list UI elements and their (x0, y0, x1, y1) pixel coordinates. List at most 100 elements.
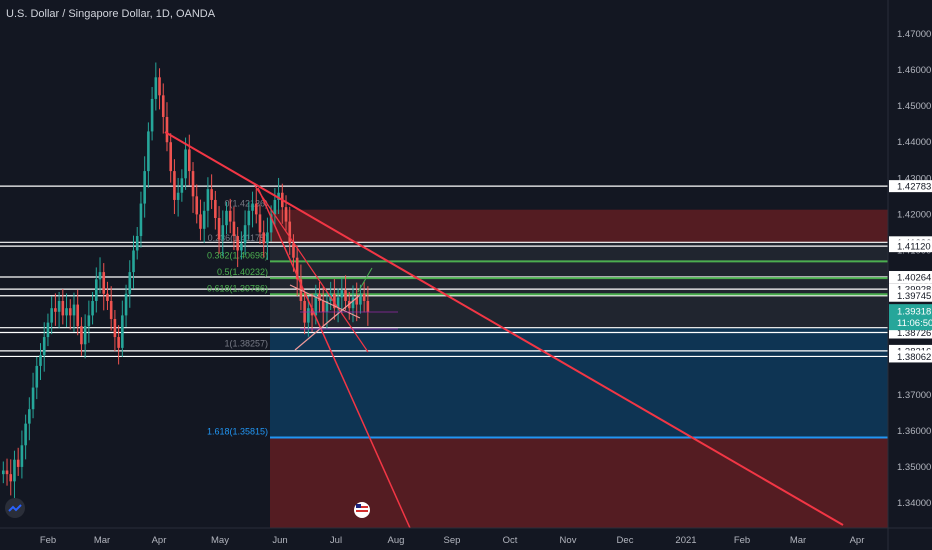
y-tick-label: 1.44000 (897, 137, 931, 148)
candle-body (333, 293, 336, 309)
candle (9, 459, 13, 496)
candle (80, 317, 83, 356)
candle-body (240, 243, 243, 251)
candle-body (24, 423, 27, 446)
candle (254, 188, 258, 224)
candle (240, 231, 243, 260)
candle (184, 137, 187, 190)
candle-body (169, 142, 172, 172)
candle-body (336, 297, 340, 309)
candle-body (295, 257, 299, 280)
candle-body (102, 272, 106, 294)
y-tick-label: 1.36000 (897, 426, 931, 437)
candle (135, 227, 139, 260)
candle-body (325, 300, 329, 312)
candle-body (46, 322, 50, 338)
candle-body (366, 300, 370, 312)
candle-body (344, 290, 347, 301)
candle (139, 191, 143, 248)
candle-body (65, 308, 68, 316)
candle (158, 68, 161, 110)
candle-body (161, 95, 165, 117)
candle-body (202, 210, 206, 229)
us-flag-stripe (356, 506, 368, 508)
x-tick-label: Sep (444, 535, 461, 546)
candle-body (199, 214, 202, 229)
candle-body (307, 308, 310, 323)
candle (128, 260, 132, 308)
candle (366, 286, 370, 326)
candle (154, 62, 158, 111)
candle (98, 257, 102, 294)
y-tick-label: 1.43000 (897, 173, 931, 184)
candle (165, 102, 169, 152)
range-zone (270, 242, 888, 328)
candle-body (91, 300, 94, 316)
candle (150, 87, 154, 141)
candle (143, 156, 146, 218)
candle-body (262, 232, 265, 244)
candle-body (28, 409, 31, 424)
candle (28, 397, 31, 441)
candle (202, 201, 206, 243)
candle-body (113, 319, 117, 338)
candle (359, 284, 362, 314)
candle (355, 282, 358, 322)
candle (35, 356, 39, 400)
candle-body (359, 293, 362, 305)
candle-body (128, 272, 132, 294)
candle (277, 177, 280, 215)
candle (210, 174, 213, 209)
candle (251, 191, 254, 228)
candle-body (50, 308, 53, 323)
trendline-main (164, 131, 844, 526)
candle (173, 159, 176, 215)
candle-body (35, 365, 39, 388)
candle (106, 281, 109, 310)
candle (221, 210, 225, 257)
y-tick-label: 1.46000 (897, 65, 931, 76)
candle (206, 177, 210, 228)
candle-body (16, 459, 20, 467)
price-tag-bg (889, 289, 932, 302)
candle (269, 205, 273, 242)
candle (72, 292, 76, 332)
candle (191, 162, 195, 213)
candle (247, 201, 251, 240)
candle (262, 220, 265, 258)
candle-body (147, 131, 150, 172)
candle (344, 275, 347, 310)
candle (76, 289, 79, 336)
candle-body (214, 199, 217, 218)
y-tick-label: 1.34000 (897, 498, 931, 509)
candle-body (251, 203, 254, 211)
candle (117, 325, 120, 365)
candle (42, 322, 46, 372)
candle-body (20, 445, 24, 467)
candle (336, 288, 340, 323)
price-tag-label: 1.40264 (897, 273, 931, 284)
candle-body (42, 337, 46, 356)
candle (258, 205, 262, 244)
candle (61, 289, 65, 325)
price-tag-bg (889, 180, 932, 193)
candle-body (95, 279, 98, 301)
candle-body (132, 250, 135, 273)
x-tick-label: Feb (734, 535, 750, 546)
tradingview-logo-icon[interactable] (5, 498, 25, 518)
candle-body (362, 293, 366, 301)
y-tick-label: 1.42000 (897, 209, 931, 220)
candle-body (87, 315, 91, 327)
candle-body (318, 293, 321, 301)
candle-body (340, 290, 344, 298)
candle (243, 210, 247, 255)
candle-body (121, 315, 124, 348)
candle-body (165, 116, 169, 143)
candle-body (206, 189, 210, 211)
candle-body (57, 300, 61, 312)
candle (95, 267, 98, 313)
candle-body (273, 199, 277, 215)
candle (13, 450, 16, 498)
candle-body (180, 178, 184, 193)
